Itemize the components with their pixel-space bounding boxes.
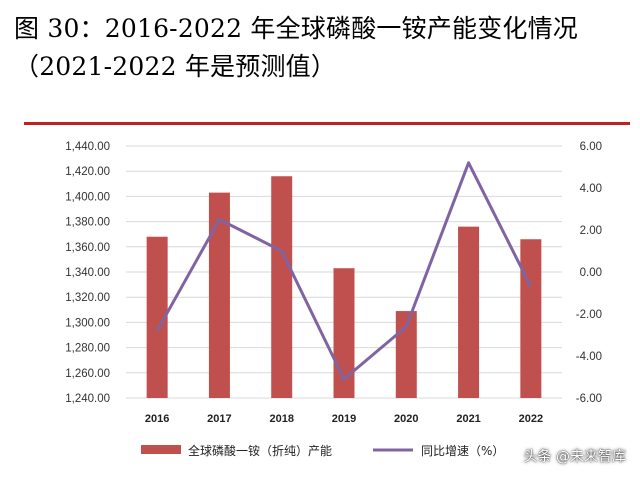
x-axis-tick-label: 2016 xyxy=(145,413,169,425)
left-axis-tick-label: 1,260.00 xyxy=(65,368,110,380)
x-axis-tick-label: 2020 xyxy=(394,413,418,425)
left-axis-tick-label: 1,240.00 xyxy=(65,393,110,405)
left-axis-tick-label: 1,400.00 xyxy=(65,191,110,203)
left-axis-tick-label: 1,340.00 xyxy=(65,267,110,279)
bar-capacity-2018 xyxy=(271,176,293,398)
right-axis-tick-label: -6.00 xyxy=(576,393,602,405)
bar-series xyxy=(146,176,542,398)
x-axis: 2016 2017 2018 2019 2020 2021 2022 xyxy=(145,413,543,425)
right-axis-tick-label: -4.00 xyxy=(576,351,602,363)
x-axis-tick-label: 2019 xyxy=(332,413,356,425)
left-axis: 1,240.00 1,260.00 1,280.00 1,300.00 1,320.00… xyxy=(65,141,110,405)
left-axis-tick-label: 1,300.00 xyxy=(65,317,110,329)
right-axis: -6.00 -4.00 -2.00 0.00 2.00 4.00 6.00 xyxy=(576,141,602,405)
left-axis-tick-label: 1,440.00 xyxy=(65,141,110,153)
left-axis-tick-label: 1,320.00 xyxy=(65,292,110,304)
chart-title-line1: 图 30：2016-2022 年全球磷酸一铵产能变化情况 xyxy=(14,14,578,43)
x-axis-tick-label: 2017 xyxy=(207,413,231,425)
x-axis-tick-label: 2022 xyxy=(519,413,543,425)
legend-line-label: 同比增速（%） xyxy=(421,444,504,458)
right-axis-tick-label: -2.00 xyxy=(576,309,602,321)
left-axis-tick-label: 1,360.00 xyxy=(65,242,110,254)
x-axis-tick-label: 2021 xyxy=(456,413,480,425)
right-axis-tick-label: 0.00 xyxy=(580,267,602,279)
chart-title-line2: （2021-2022 年是预测值） xyxy=(14,52,337,81)
bar-capacity-2016 xyxy=(146,236,168,398)
legend: 全球磷酸一铵（折纯）产能 同比增速（%） xyxy=(141,443,504,458)
watermark: 头条 @未来智库 xyxy=(523,449,626,465)
legend-bar-swatch xyxy=(141,445,181,454)
legend-bar-label: 全球磷酸一铵（折纯）产能 xyxy=(188,443,332,458)
right-axis-tick-label: 4.00 xyxy=(580,183,602,195)
right-axis-tick-label: 6.00 xyxy=(580,141,602,153)
line-series xyxy=(155,161,533,381)
bar-capacity-2021 xyxy=(458,226,480,398)
left-axis-tick-label: 1,280.00 xyxy=(65,343,110,355)
x-axis-tick-label: 2018 xyxy=(269,413,293,425)
left-axis-tick-label: 1,420.00 xyxy=(65,166,110,178)
bar-capacity-2017 xyxy=(208,192,230,398)
title-divider xyxy=(24,122,630,125)
right-axis-tick-label: 2.00 xyxy=(580,225,602,237)
left-axis-tick-label: 1,380.00 xyxy=(65,217,110,229)
chart-title: 图 30：2016-2022 年全球磷酸一铵产能变化情况 （2021-2022 … xyxy=(14,10,634,86)
bar-capacity-2022 xyxy=(520,239,542,398)
